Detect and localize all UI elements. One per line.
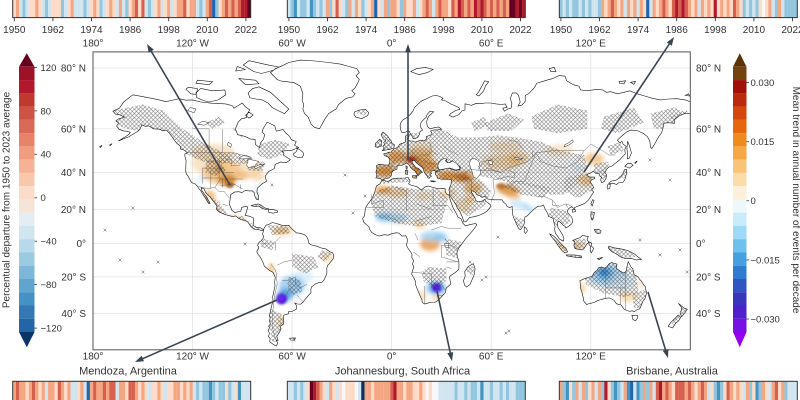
svg-text:0.030: 0.030 [751, 78, 775, 89]
svg-text:1950: 1950 [278, 25, 301, 36]
svg-text:0°: 0° [387, 352, 397, 363]
svg-text:Percentual departure from 1950: Percentual departure from 1950 to 2023 a… [2, 91, 13, 308]
svg-text:0°: 0° [76, 239, 86, 250]
svg-text:40° N: 40° N [61, 168, 86, 179]
svg-text:2010: 2010 [196, 25, 219, 36]
svg-text:1950: 1950 [550, 25, 573, 36]
svg-text:60° W: 60° W [278, 352, 306, 363]
svg-text:1950: 1950 [3, 25, 26, 36]
svg-text:−0.015: −0.015 [751, 255, 780, 266]
svg-text:Mendoza, Argentina: Mendoza, Argentina [79, 366, 178, 378]
svg-text:80° N: 80° N [696, 64, 721, 75]
svg-text:20° N: 20° N [61, 205, 86, 216]
svg-text:1998: 1998 [158, 25, 181, 36]
svg-text:0.015: 0.015 [751, 137, 775, 148]
svg-text:2022: 2022 [781, 25, 800, 36]
svg-text:60° E: 60° E [479, 352, 504, 363]
svg-text:1962: 1962 [588, 25, 611, 36]
svg-text:2022: 2022 [509, 25, 532, 36]
svg-text:180°: 180° [83, 39, 104, 50]
svg-text:0°: 0° [696, 239, 706, 250]
svg-text:60° N: 60° N [61, 124, 86, 135]
svg-text:60° N: 60° N [696, 124, 721, 135]
svg-text:Johannesburg, South Africa: Johannesburg, South Africa [335, 366, 471, 378]
svg-text:−80: −80 [41, 280, 57, 291]
svg-text:120° W: 120° W [176, 39, 209, 50]
svg-text:180°: 180° [83, 352, 104, 363]
svg-text:20° S: 20° S [696, 272, 721, 283]
svg-text:1962: 1962 [42, 25, 65, 36]
svg-text:20° N: 20° N [696, 205, 721, 216]
svg-text:−0.030: −0.030 [751, 314, 780, 325]
svg-text:120° E: 120° E [576, 39, 606, 50]
svg-text:0°: 0° [387, 39, 397, 50]
svg-text:1962: 1962 [316, 25, 339, 36]
svg-text:−40: −40 [41, 237, 57, 248]
svg-text:Mean trend in annual number of: Mean trend in annual number of events pe… [790, 87, 800, 314]
svg-text:1998: 1998 [704, 25, 727, 36]
svg-text:1986: 1986 [394, 25, 417, 36]
svg-text:1974: 1974 [80, 25, 103, 36]
svg-text:2022: 2022 [235, 25, 258, 36]
svg-text:60° W: 60° W [278, 39, 306, 50]
svg-text:120: 120 [41, 63, 57, 74]
svg-text:120° W: 120° W [176, 352, 209, 363]
svg-text:40° S: 40° S [61, 309, 86, 320]
svg-text:1974: 1974 [627, 25, 650, 36]
svg-text:2010: 2010 [743, 25, 766, 36]
svg-text:1986: 1986 [119, 25, 142, 36]
svg-text:40° N: 40° N [696, 168, 721, 179]
svg-text:20° S: 20° S [61, 272, 86, 283]
svg-text:0: 0 [41, 193, 46, 204]
svg-text:40° S: 40° S [696, 309, 721, 320]
svg-text:1986: 1986 [666, 25, 689, 36]
svg-text:1974: 1974 [355, 25, 378, 36]
svg-text:80: 80 [41, 106, 52, 117]
svg-text:0: 0 [751, 196, 756, 207]
svg-text:60° E: 60° E [479, 39, 504, 50]
svg-text:Brisbane, Australia: Brisbane, Australia [626, 366, 719, 378]
svg-text:−120: −120 [41, 324, 62, 335]
svg-text:80° N: 80° N [61, 64, 86, 75]
svg-text:1998: 1998 [432, 25, 455, 36]
svg-text:120° E: 120° E [576, 352, 606, 363]
svg-text:40: 40 [41, 150, 52, 161]
svg-text:2010: 2010 [471, 25, 494, 36]
